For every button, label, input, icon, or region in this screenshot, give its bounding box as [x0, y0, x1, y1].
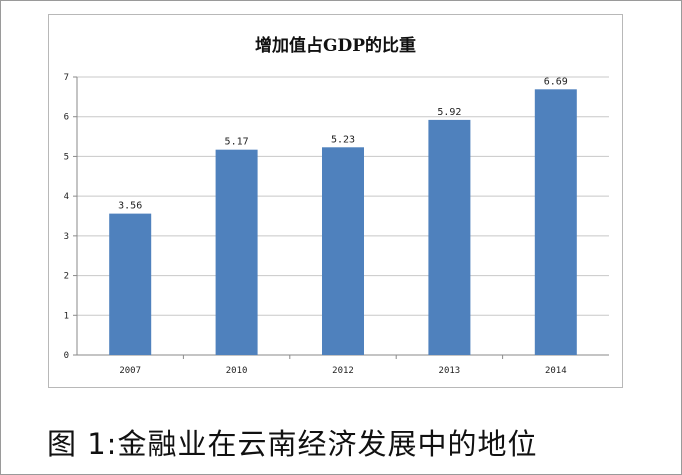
data-label-2010: 5.17 — [225, 137, 249, 148]
bar-2012 — [322, 147, 364, 355]
y-tick-label: 5 — [64, 152, 69, 162]
x-tick-label-2014: 2014 — [545, 366, 567, 376]
chart-title: 增加值占GDP的比重 — [254, 36, 417, 56]
bar-chart: 0 1 2 3 4 5 6 7 3.56 2007 5.17 2010 5.23 2012 5.92 2013… — [64, 73, 609, 376]
data-label-2012: 5.23 — [331, 134, 355, 145]
y-tick-label: 6 — [64, 113, 69, 123]
bar-2010 — [215, 149, 258, 355]
bar-2014 — [534, 89, 577, 355]
y-tick-label: 2 — [64, 272, 69, 282]
figure-caption: 图 1:金融业在云南经济发展中的地位 — [47, 427, 538, 461]
y-tick-label: 4 — [64, 192, 69, 202]
data-label-2013: 5.92 — [437, 107, 461, 118]
chart-area: 增加值占GDP的比重 0 1 2 3 4 5 6 7 3.56 2007 5.17 2010 5.23 2… — [48, 14, 623, 388]
bar-2007 — [109, 213, 152, 355]
data-label-2007: 3.56 — [118, 201, 142, 212]
x-tick-label-2013: 2013 — [439, 366, 461, 376]
x-tick-label-2007: 2007 — [119, 366, 141, 376]
y-tick-label: 7 — [64, 73, 69, 83]
x-tick-label-2010: 2010 — [226, 366, 248, 376]
y-tick-label: 1 — [64, 311, 69, 321]
bar-2013 — [428, 119, 471, 356]
y-tick-label: 0 — [64, 351, 69, 361]
x-tick-label-2012: 2012 — [332, 366, 354, 376]
data-label-2014: 6.69 — [544, 76, 568, 87]
y-tick-label: 3 — [64, 232, 69, 242]
